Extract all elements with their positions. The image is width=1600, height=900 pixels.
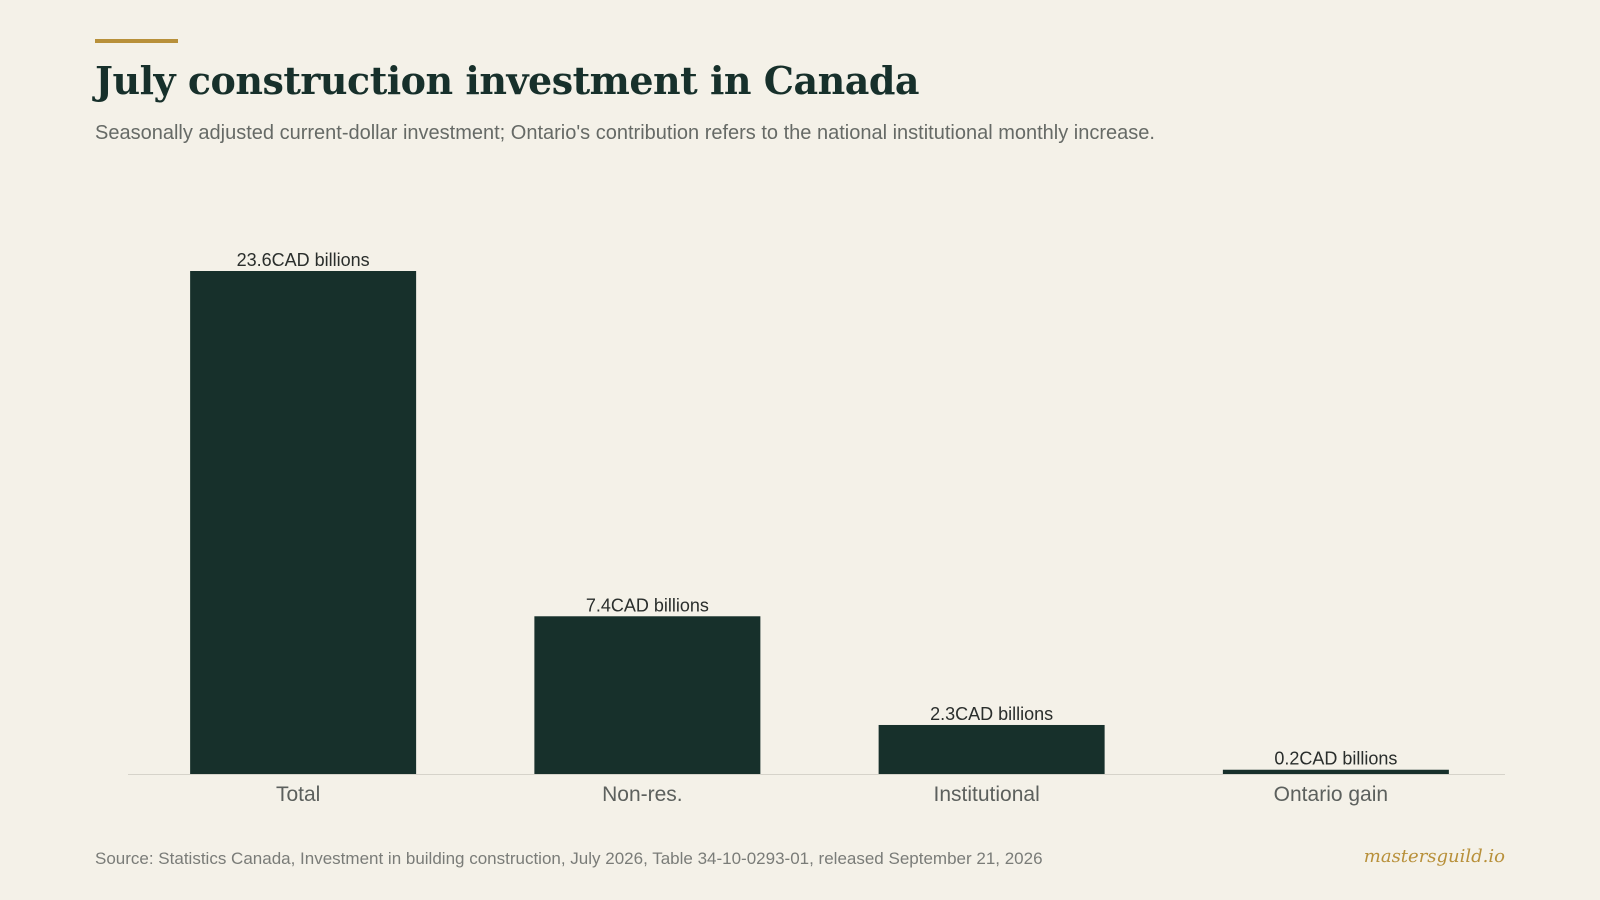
chart-subtitle: Seasonally adjusted current-dollar inves… xyxy=(95,122,1155,144)
bar-total xyxy=(190,271,417,774)
bar-institutional xyxy=(878,724,1105,774)
brand-logo-text: mastersguild.io xyxy=(1363,846,1505,867)
x-tick-label: Non-res. xyxy=(602,783,683,806)
x-tick-label: Ontario gain xyxy=(1274,783,1388,806)
bars-group: 23.6CAD billions Total 7.4CAD billions Non-… xyxy=(190,250,1449,806)
bar-value-label: 2.3CAD billions xyxy=(930,704,1053,724)
bar-ontario-gain xyxy=(1222,769,1449,774)
accent-rule xyxy=(95,39,178,43)
x-tick-label: Institutional xyxy=(934,783,1040,806)
bar-value-label: 0.2CAD billions xyxy=(1274,749,1397,769)
source-note: Source: Statistics Canada, Investment in… xyxy=(95,849,1043,868)
x-tick-label: Total xyxy=(276,783,320,806)
bar-value-label: 7.4CAD billions xyxy=(586,595,709,615)
chart-title: July construction investment in Canada xyxy=(95,58,920,103)
bar-value-label: 23.6CAD billions xyxy=(237,250,370,270)
bar-non-res xyxy=(534,616,761,774)
